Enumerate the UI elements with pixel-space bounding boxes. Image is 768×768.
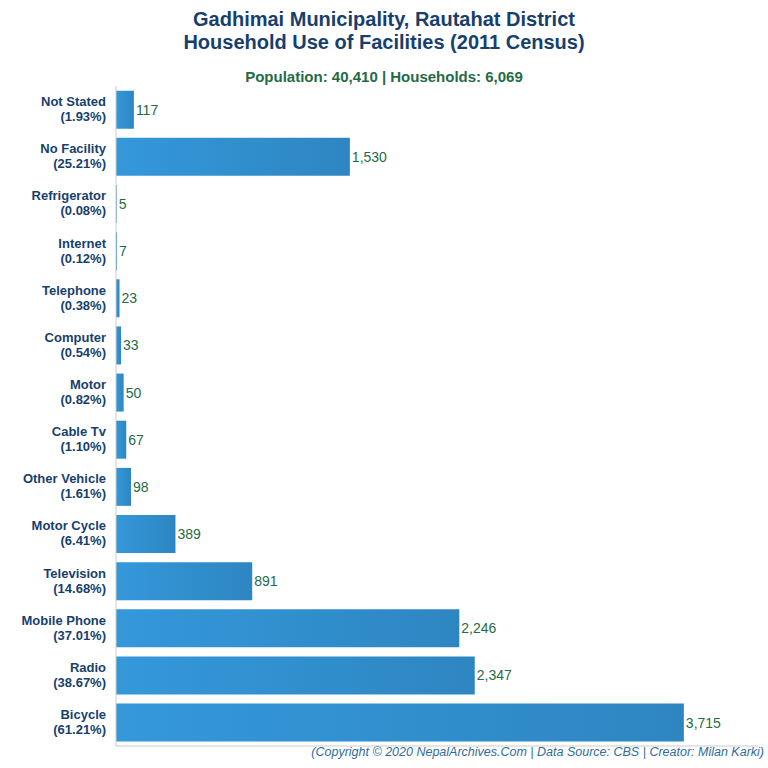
- svg-text:No Facility(25.21%): No Facility(25.21%): [40, 141, 107, 171]
- svg-text:2,246: 2,246: [461, 620, 496, 636]
- svg-text:50: 50: [126, 385, 142, 401]
- html-text:(Copyright © 2020 NepalArchive: (Copyright © 2020 NepalArchives.Com | Da…: [311, 745, 764, 759]
- svg-text:Mobile Phone(37.01%): Mobile Phone(37.01%): [22, 613, 107, 643]
- svg-text:Cable Tv(1.10%): Cable Tv(1.10%): [52, 424, 107, 454]
- svg-text:389: 389: [177, 526, 201, 542]
- html-text:Population: 40,410 | Household: Population: 40,410 | Households: 6,069: [245, 68, 523, 85]
- svg-text:67: 67: [128, 432, 144, 448]
- html-text:Gadhimai Municipality, Rautaha: Gadhimai Municipality, Rautahat District: [193, 8, 575, 30]
- svg-text:Television(14.68%): Television(14.68%): [43, 566, 106, 596]
- svg-text:33: 33: [123, 337, 139, 353]
- svg-text:Telephone(0.38%): Telephone(0.38%): [42, 283, 106, 313]
- svg-text:Radio(38.67%): Radio(38.67%): [53, 660, 106, 690]
- svg-text:Motor Cycle(6.41%): Motor Cycle(6.41%): [32, 518, 106, 548]
- svg-text:891: 891: [254, 573, 278, 589]
- svg-text:3,715: 3,715: [686, 715, 721, 731]
- svg-text:Other Vehicle(1.61%): Other Vehicle(1.61%): [23, 471, 106, 501]
- svg-text:Bicycle(61.21%): Bicycle(61.21%): [53, 707, 106, 737]
- svg-text:Internet(0.12%): Internet(0.12%): [58, 236, 106, 266]
- svg-text:Not Stated(1.93%): Not Stated(1.93%): [41, 94, 106, 124]
- svg-text:98: 98: [133, 479, 149, 495]
- svg-text:Refrigerator(0.08%): Refrigerator(0.08%): [32, 188, 106, 218]
- svg-text:Computer(0.54%): Computer(0.54%): [45, 330, 106, 360]
- svg-text:2,347: 2,347: [477, 667, 512, 683]
- svg-text:5: 5: [119, 196, 127, 212]
- svg-text:23: 23: [122, 290, 138, 306]
- svg-text:1,530: 1,530: [352, 149, 387, 165]
- svg-text:7: 7: [119, 243, 127, 259]
- svg-text:Motor(0.82%): Motor(0.82%): [60, 377, 106, 407]
- html-text:Household Use of Facilities (2: Household Use of Facilities (2011 Census…: [183, 31, 585, 53]
- svg-text:117: 117: [136, 102, 159, 118]
